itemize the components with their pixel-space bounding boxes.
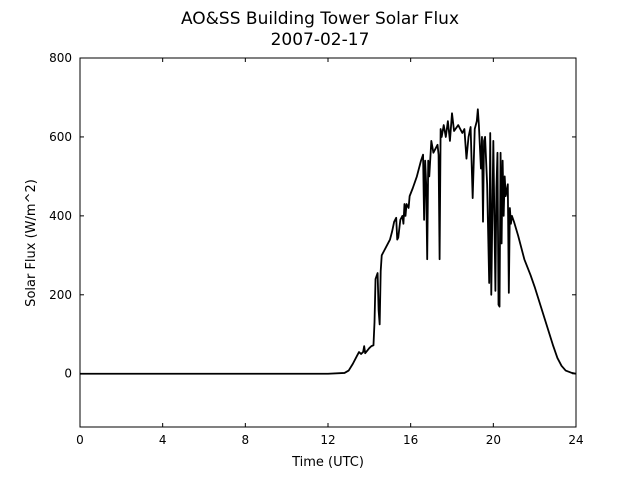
- x-tick-label: 12: [320, 433, 335, 447]
- x-tick-label: 8: [242, 433, 250, 447]
- x-tick-label: 24: [568, 433, 583, 447]
- chart-title: AO&SS Building Tower Solar Flux: [181, 9, 459, 29]
- x-tick-label: 16: [403, 433, 418, 447]
- y-axis-label: Solar Flux (W/m^2): [24, 179, 39, 307]
- x-axis-label: Time (UTC): [291, 455, 364, 470]
- y-tick-label: 800: [49, 51, 72, 65]
- x-tick-label: 20: [486, 433, 501, 447]
- data-line: [80, 108, 577, 375]
- y-tick-label: 600: [49, 130, 72, 144]
- x-tick-label: 0: [76, 433, 84, 447]
- y-tick-label: 200: [49, 288, 72, 302]
- x-tick-label: 4: [159, 433, 167, 447]
- y-tick-label: 400: [49, 209, 72, 223]
- plot-frame: [79, 57, 577, 428]
- chart-subtitle: 2007-02-17: [271, 30, 370, 50]
- y-tick-label: 0: [64, 367, 72, 381]
